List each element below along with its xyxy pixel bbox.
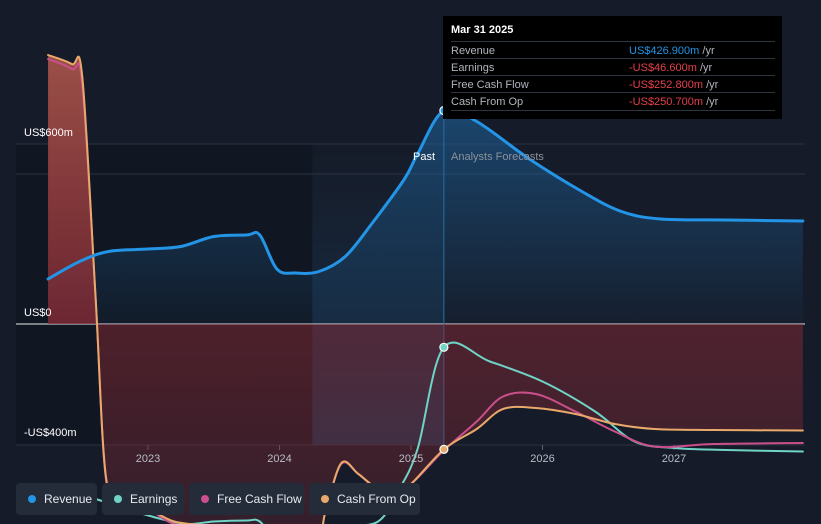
tooltip-value: US$426.900m /yr xyxy=(629,45,715,57)
revenue-line xyxy=(46,107,805,281)
tooltip-row-cfo: Cash From Op -US$250.700m /yr xyxy=(451,92,775,111)
legend-revenue[interactable]: Revenue xyxy=(16,483,97,515)
legend-dot-icon xyxy=(114,495,122,503)
y-label-bottom: -US$400m xyxy=(24,427,77,439)
cfo-marker xyxy=(439,444,449,454)
legend-label: Free Cash Flow xyxy=(217,492,302,506)
legend-earnings[interactable]: Earnings xyxy=(102,483,184,515)
legend-dot-icon xyxy=(28,495,36,503)
x-tick-label: 2026 xyxy=(530,453,554,465)
forecast-label: Analysts Forecasts xyxy=(451,151,544,163)
x-tick-label: 2027 xyxy=(662,453,686,465)
tooltip-label: Revenue xyxy=(451,45,496,57)
tooltip-value: -US$46.600m /yr xyxy=(629,62,713,74)
cash-area xyxy=(48,55,803,524)
tooltip-date: Mar 31 2025 xyxy=(451,24,514,36)
past-label: Past xyxy=(413,151,435,163)
tooltip-label: Earnings xyxy=(451,62,495,74)
tooltip-row-revenue: Revenue US$426.900m /yr xyxy=(451,41,775,59)
axis-labels: US$600m US$0 -US$400m Past Analysts Fore… xyxy=(24,127,686,465)
earnings-line xyxy=(47,341,804,524)
legend-free-cash-flow[interactable]: Free Cash Flow xyxy=(189,483,304,515)
legend-label: Earnings xyxy=(130,492,178,506)
legend-dot-icon xyxy=(321,495,329,503)
legend-cash-from-op[interactable]: Cash From Op xyxy=(309,483,420,515)
area-fills xyxy=(48,55,803,524)
tooltip-row-earnings: Earnings -US$46.600m /yr xyxy=(451,58,775,76)
y-label-top: US$600m xyxy=(24,127,73,139)
tooltip-row-fcf: Free Cash Flow -US$252.800m /yr xyxy=(451,75,775,93)
tooltip-label: Cash From Op xyxy=(451,96,524,108)
tooltip-value: -US$250.700m /yr xyxy=(629,96,719,108)
legend-label: Cash From Op xyxy=(337,492,416,506)
revenue-area xyxy=(48,108,803,325)
tooltip-label: Free Cash Flow xyxy=(451,79,529,91)
x-tick-label: 2024 xyxy=(267,453,291,465)
x-tick-label: 2023 xyxy=(136,453,160,465)
x-tick-label: 2025 xyxy=(399,453,423,465)
tooltip-value: -US$252.800m /yr xyxy=(629,79,719,91)
legend-label: Revenue xyxy=(44,492,93,506)
data-tooltip: Mar 31 2025 Revenue US$426.900m /yr Earn… xyxy=(443,16,782,119)
earnings-marker xyxy=(439,342,449,352)
y-label-zero: US$0 xyxy=(24,307,52,319)
legend-dot-icon xyxy=(201,495,209,503)
